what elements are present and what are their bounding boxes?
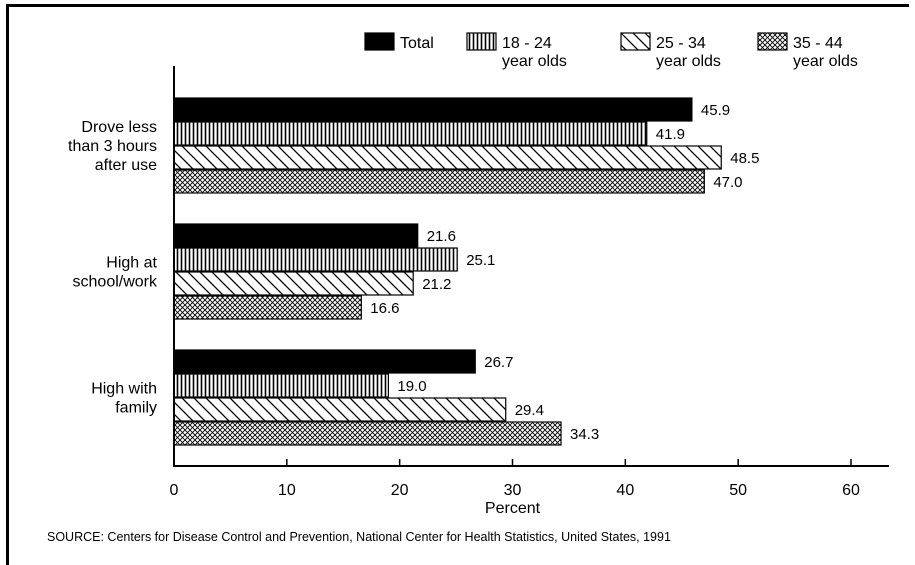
bar <box>173 223 419 248</box>
axes: 0 10 20 30 40 50 60 Percent <box>170 66 889 517</box>
value-label: 47.0 <box>713 174 742 191</box>
bar <box>173 397 507 422</box>
value-label: 29.4 <box>515 402 544 419</box>
legend-label: 25 - 34 <box>656 35 706 52</box>
x-tick-label: 0 <box>170 482 179 499</box>
bar <box>173 295 362 320</box>
x-tick-label: 40 <box>616 482 634 499</box>
category-label: school/work <box>73 274 158 291</box>
bar <box>173 121 648 146</box>
value-label: 19.0 <box>397 378 426 395</box>
x-tick-label: 10 <box>278 482 296 499</box>
value-label: 25.1 <box>466 252 495 269</box>
value-label: 21.6 <box>427 228 456 245</box>
legend-swatch <box>364 32 395 51</box>
category-label: Drove less <box>81 119 157 136</box>
category-label: High at <box>106 255 157 272</box>
bar <box>173 271 414 296</box>
legend-label: 18 - 24 <box>502 35 552 52</box>
value-label: 26.7 <box>484 354 513 371</box>
value-label: 21.2 <box>422 276 451 293</box>
value-label: 16.6 <box>370 300 399 317</box>
chart-frame <box>6 4 909 565</box>
bar <box>173 169 705 194</box>
category-label: after use <box>95 157 157 174</box>
x-tick-label: 30 <box>504 482 522 499</box>
bar <box>173 247 458 272</box>
value-label: 45.9 <box>701 102 730 119</box>
legend-label: year olds <box>502 53 567 70</box>
x-tick-label: 20 <box>391 482 409 499</box>
legend-swatch <box>620 32 651 51</box>
bars: 45.9 41.9 48.5 47.0 21.6 25.1 21.2 16.6 26.7 19.0… <box>173 97 759 446</box>
value-label: 48.5 <box>730 150 759 167</box>
bar <box>173 373 389 398</box>
value-label: 41.9 <box>656 126 685 143</box>
value-label: 34.3 <box>570 426 599 443</box>
legend-label: year olds <box>656 53 721 70</box>
category-labels: Drove less than 3 hours after use High at sc… <box>68 119 158 417</box>
category-label: High with <box>91 381 157 398</box>
legend-label: year olds <box>793 53 858 70</box>
bar <box>173 145 722 170</box>
category-label: family <box>115 400 157 417</box>
legend-swatch <box>466 32 497 51</box>
bar <box>173 97 693 122</box>
legend-label: 35 - 44 <box>793 35 843 52</box>
legend-swatch <box>757 32 788 51</box>
bar <box>173 349 476 374</box>
category-label: than 3 hours <box>68 138 157 155</box>
x-axis-title: Percent <box>485 500 541 517</box>
legend-label: Total <box>400 35 434 52</box>
x-tick-label: 50 <box>729 482 747 499</box>
source-note: SOURCE: Centers for Disease Control and … <box>47 530 671 544</box>
bar <box>173 421 562 446</box>
x-tick-label: 60 <box>842 482 860 499</box>
